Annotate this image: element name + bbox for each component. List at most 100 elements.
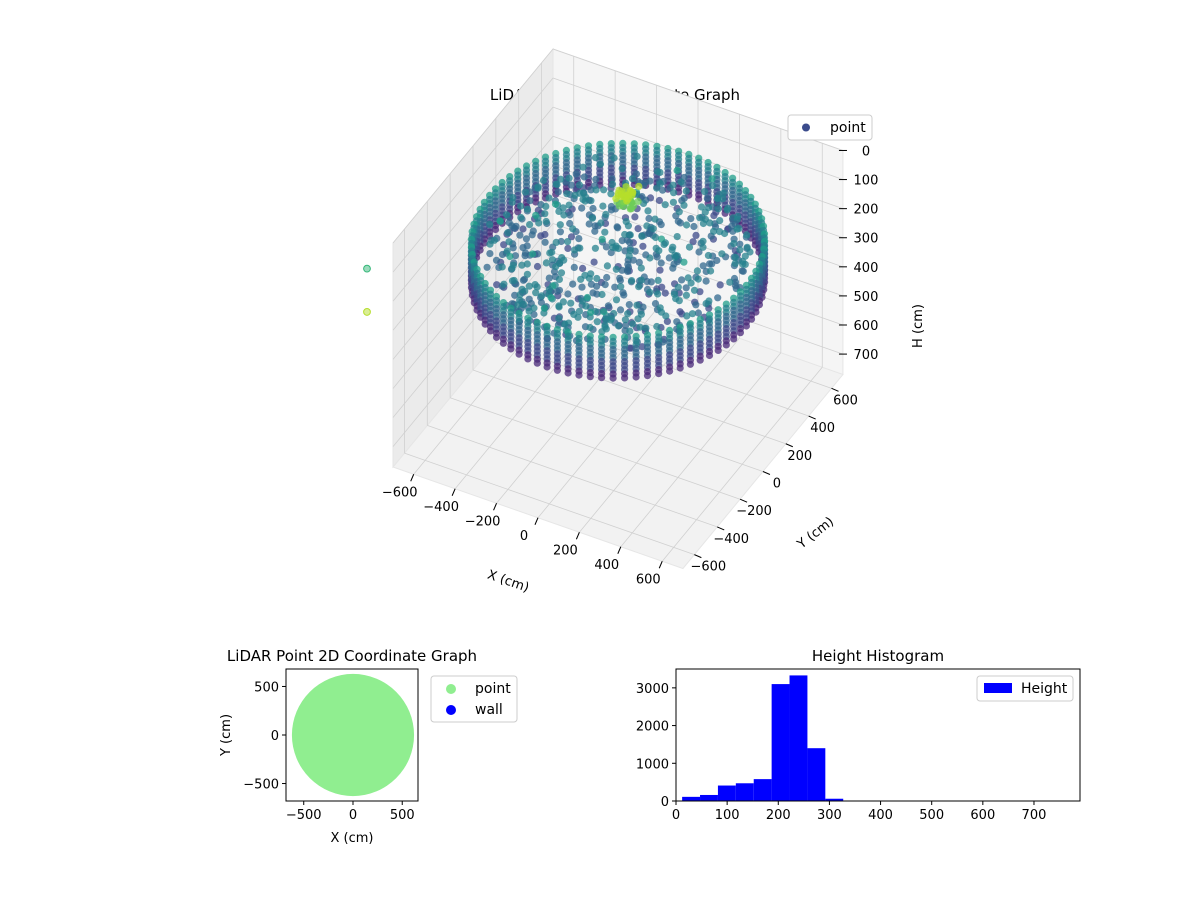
point-marker <box>731 253 740 261</box>
point-marker <box>616 306 625 314</box>
point-marker <box>626 231 634 239</box>
histogram-bar <box>682 796 701 801</box>
point-marker <box>646 288 654 296</box>
point-marker <box>580 173 588 181</box>
point-marker <box>626 205 634 213</box>
point-marker <box>734 212 742 221</box>
grid-line <box>541 286 832 389</box>
point-marker <box>593 274 601 283</box>
point-marker <box>669 181 677 189</box>
point-marker <box>515 350 523 358</box>
point-marker <box>699 262 707 270</box>
x-tick <box>575 532 580 540</box>
point-marker <box>552 263 560 271</box>
point-marker <box>587 197 595 205</box>
point-marker <box>491 225 500 234</box>
point-marker <box>656 304 664 312</box>
point-marker <box>553 287 561 295</box>
point-marker <box>596 160 605 168</box>
grid-line <box>427 425 718 528</box>
point-marker <box>692 231 700 239</box>
point-marker <box>519 244 527 252</box>
point-marker <box>486 240 494 248</box>
point-marker <box>690 222 698 231</box>
point-marker <box>564 238 572 246</box>
point-marker <box>535 219 543 227</box>
chart-3d-legend-label: point <box>830 120 866 136</box>
point-marker <box>572 170 580 178</box>
point-marker <box>565 201 573 209</box>
point-marker <box>537 232 545 240</box>
point-marker <box>694 275 702 283</box>
point-marker <box>632 170 641 178</box>
point-marker <box>508 198 516 206</box>
point-marker <box>566 211 574 219</box>
point-marker <box>534 250 542 258</box>
point-marker <box>516 231 524 239</box>
point-marker <box>622 218 630 226</box>
point-marker <box>625 301 633 309</box>
point-marker <box>635 258 643 266</box>
point-marker <box>695 248 703 256</box>
y-tick-label: −200 <box>736 504 772 519</box>
point-marker <box>703 194 711 202</box>
y-tick-label: 600 <box>833 393 858 408</box>
point-marker <box>685 243 694 251</box>
point-marker <box>483 263 491 271</box>
point-marker <box>618 266 626 274</box>
chart-3d-x-axis-label: X (cm) <box>485 568 531 596</box>
chart-2d-y-axis-label: Y (cm) <box>219 714 234 757</box>
point-marker <box>592 186 600 194</box>
y-tick-label: 1000 <box>636 757 669 772</box>
point-marker <box>600 186 608 194</box>
point-marker <box>689 238 697 246</box>
point-marker <box>657 259 665 267</box>
point-marker <box>579 195 587 203</box>
point-marker <box>663 317 672 325</box>
point-marker <box>551 200 560 208</box>
point-marker <box>726 278 734 286</box>
point-marker <box>662 312 670 320</box>
point-marker <box>693 267 702 275</box>
chart-histogram-legend-frame <box>976 675 1074 702</box>
point-marker <box>591 244 600 252</box>
y-tick-label: 400 <box>810 421 835 436</box>
y-tick-label: 500 <box>254 680 279 695</box>
point-marker <box>632 373 640 381</box>
point-marker <box>607 190 615 198</box>
point-marker <box>533 262 542 271</box>
point-marker <box>736 329 745 337</box>
point-marker <box>588 214 597 222</box>
point-marker <box>589 204 597 213</box>
grid-line <box>392 77 554 273</box>
point-marker <box>564 369 572 377</box>
point-marker <box>618 237 626 245</box>
point-marker <box>514 301 522 309</box>
point-marker <box>517 213 525 222</box>
point-marker <box>683 221 691 229</box>
point-marker <box>701 208 709 216</box>
point-marker <box>587 186 595 194</box>
point-marker <box>542 217 550 226</box>
chart-2d-legend-label-wall: wall <box>475 702 503 718</box>
point-marker <box>571 246 579 254</box>
point-marker <box>560 211 568 219</box>
point-marker <box>570 263 578 271</box>
point-marker <box>548 248 556 256</box>
chart-2d-x-axis-label: X (cm) <box>331 831 374 846</box>
y-tick <box>808 415 816 420</box>
x-tick-label: 600 <box>970 808 995 823</box>
y-tick-label: 0 <box>661 795 669 810</box>
point-marker <box>716 217 724 225</box>
point-marker <box>541 210 549 218</box>
point-marker <box>637 276 646 284</box>
point-marker <box>676 308 684 316</box>
point-marker <box>616 276 625 285</box>
x-tick-label: 300 <box>817 808 842 823</box>
point-marker <box>633 152 641 160</box>
point-marker <box>623 191 631 199</box>
point-marker <box>625 252 633 260</box>
point-marker <box>507 345 515 353</box>
point-marker <box>675 208 683 216</box>
